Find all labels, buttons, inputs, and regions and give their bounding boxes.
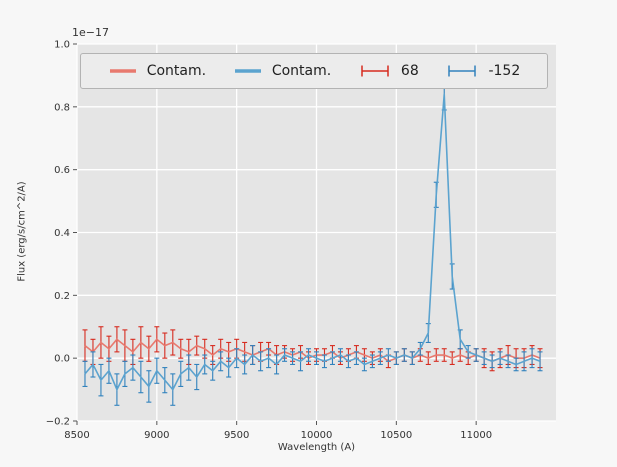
legend-item-minus152: -152 xyxy=(445,63,520,79)
blue-errorbar-icon xyxy=(448,65,477,77)
legend-label-68: 68 xyxy=(400,63,419,79)
svg-text:0.4: 0.4 xyxy=(54,228,70,239)
svg-text:−0.2: −0.2 xyxy=(46,417,70,428)
red-errorbar-icon xyxy=(361,65,389,77)
svg-text:11000: 11000 xyxy=(460,430,492,441)
svg-text:8500: 8500 xyxy=(64,430,89,441)
legend-label-minus152: -152 xyxy=(488,63,521,79)
x-axis-label: Wavelength (A) xyxy=(277,442,356,453)
blue-line-icon xyxy=(234,69,261,73)
svg-text:10500: 10500 xyxy=(380,430,412,441)
legend-item-68: 68 xyxy=(358,63,419,79)
svg-text:0.2: 0.2 xyxy=(54,291,70,302)
y-axis-label: Flux (erg/s/cm^2/A) xyxy=(16,181,28,282)
red-line-icon xyxy=(109,69,136,73)
svg-text:0.8: 0.8 xyxy=(54,102,70,113)
svg-text:0.6: 0.6 xyxy=(54,165,70,176)
legend-item-contam-red: Contam. xyxy=(108,63,206,79)
legend: Contam. Contam. 68 -152 xyxy=(80,53,548,89)
svg-text:9000: 9000 xyxy=(144,430,169,441)
legend-label-contam-red: Contam. xyxy=(146,63,207,79)
y-axis-offset-text: 1e−17 xyxy=(72,26,109,39)
svg-text:10000: 10000 xyxy=(301,430,333,441)
svg-text:1.0: 1.0 xyxy=(54,40,70,51)
legend-item-contam-blue: Contam. xyxy=(233,63,331,79)
svg-text:0.0: 0.0 xyxy=(54,354,70,365)
legend-label-contam-blue: Contam. xyxy=(271,63,332,79)
svg-text:9500: 9500 xyxy=(224,430,249,441)
